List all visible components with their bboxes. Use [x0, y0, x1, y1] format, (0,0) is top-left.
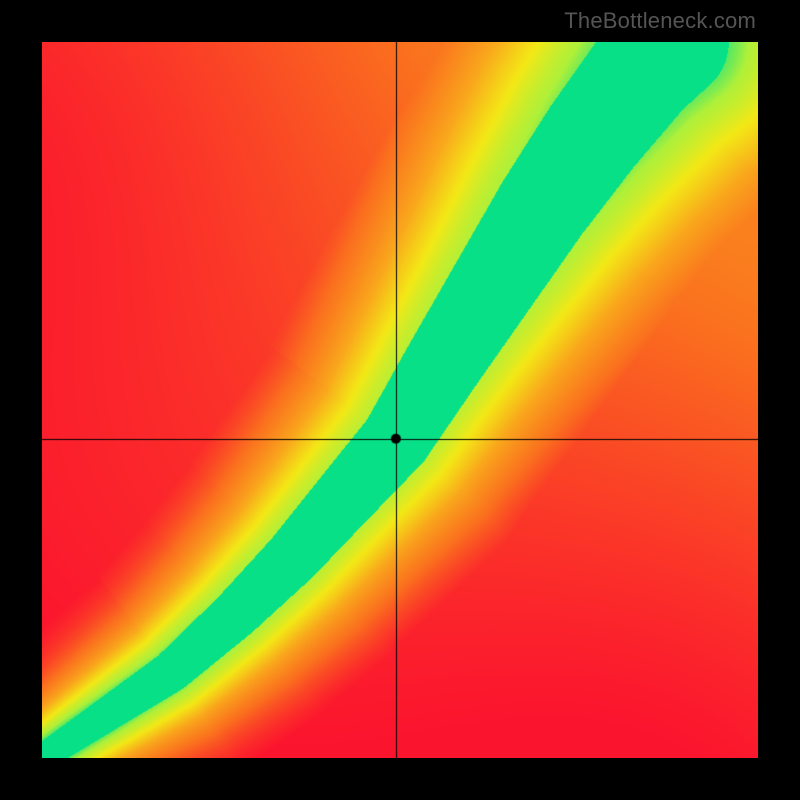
chart-container: TheBottleneck.com — [0, 0, 800, 800]
heatmap-canvas — [42, 42, 758, 758]
watermark-text: TheBottleneck.com — [564, 8, 756, 34]
